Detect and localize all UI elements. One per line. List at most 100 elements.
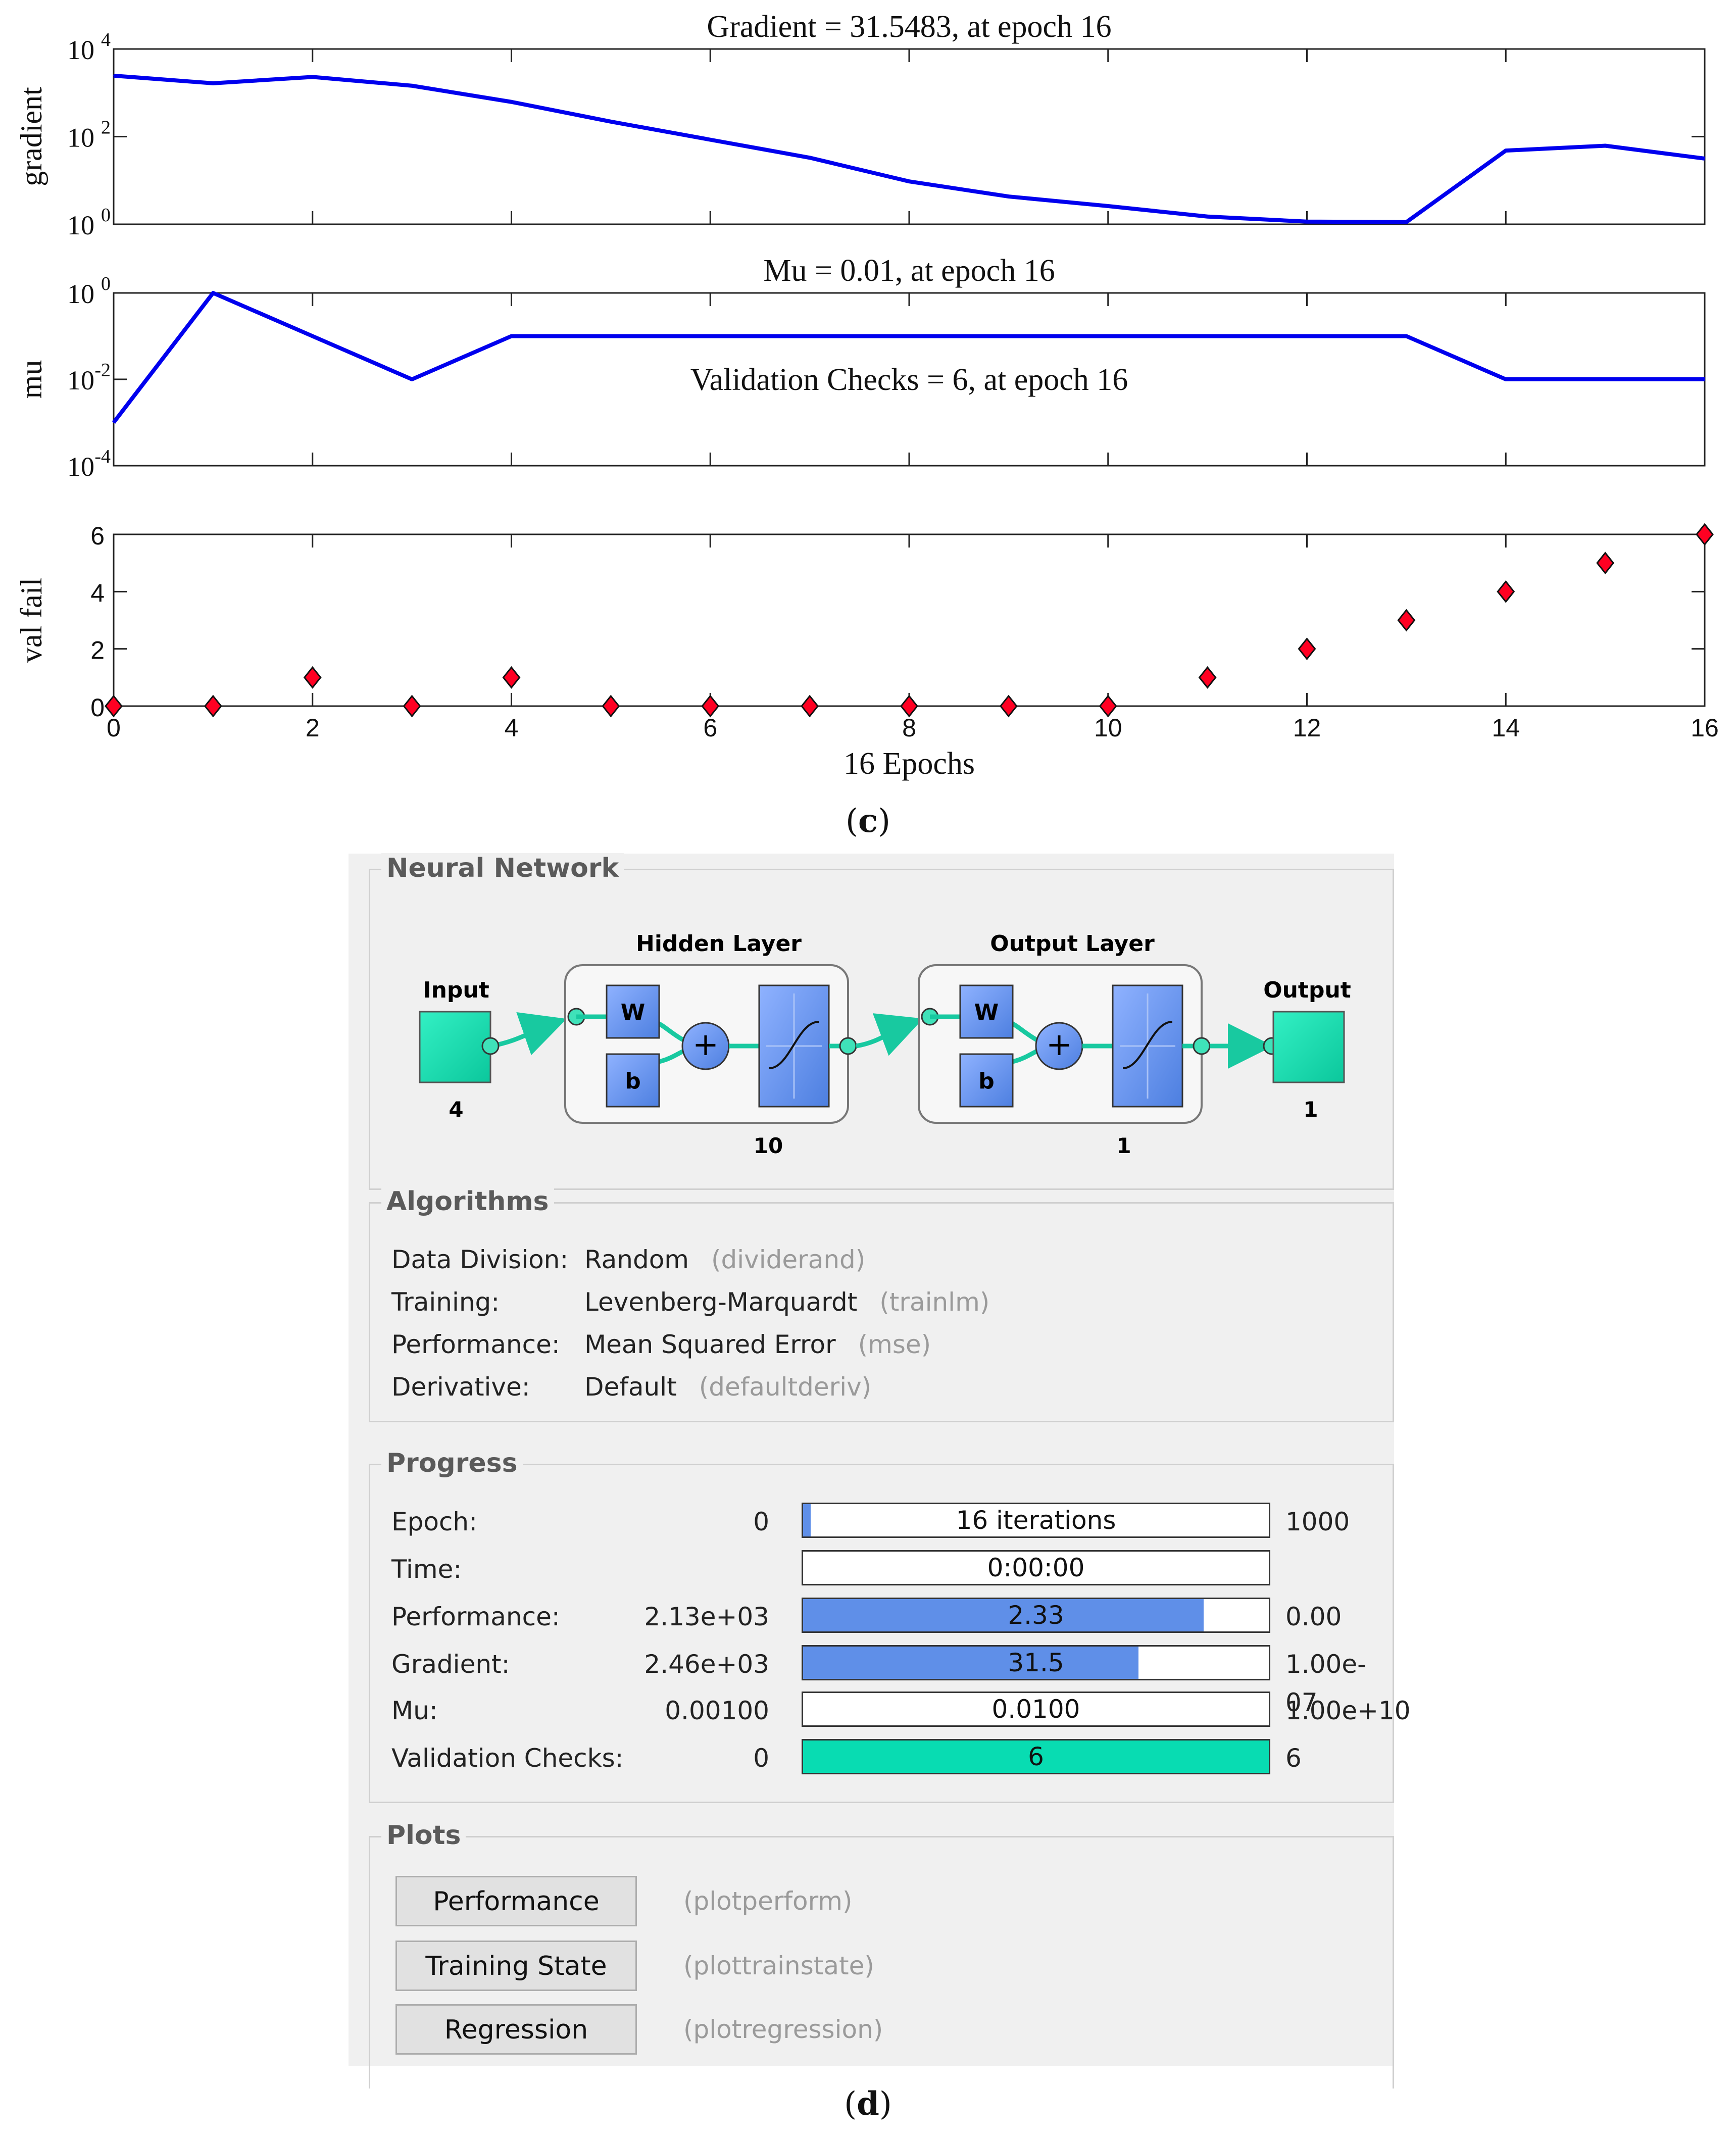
- progress-row: Mu: 0.00100 0.0100 1.00e+10: [391, 1692, 1411, 1730]
- output-layer-out-node: [1193, 1037, 1211, 1055]
- caption-c: (c): [846, 802, 890, 840]
- progress-bar-fill: [803, 1504, 811, 1536]
- progress-label: Performance:: [391, 1602, 560, 1631]
- y-tick-exponent: -4: [94, 446, 111, 467]
- progress-row: Gradient: 2.46e+03 31.5 1.00e-07: [391, 1645, 1381, 1717]
- hidden-layer-size: 10: [754, 1133, 783, 1158]
- data-point: [809, 335, 811, 337]
- performance-plot-button[interactable]: Performance: [395, 1876, 637, 1926]
- output-label: Output: [1263, 977, 1351, 1003]
- data-point: [502, 666, 521, 689]
- data-point: [1406, 335, 1407, 337]
- progress-bar: 31.5: [802, 1645, 1270, 1680]
- hidden-bias-block: [606, 1053, 660, 1108]
- algo-value: Random: [584, 1245, 689, 1274]
- input-connector: [490, 1012, 567, 1056]
- data-point: [710, 335, 711, 337]
- hidden-weight-block: [606, 984, 660, 1039]
- data-point: [1596, 552, 1615, 575]
- training-state-plot-button[interactable]: Training State: [395, 1941, 637, 1991]
- training-state-plot-fn: (plottrainstate): [683, 1951, 874, 1980]
- y-tick-label: 10: [67, 35, 94, 65]
- progress-row: Performance: 2.13e+03 2.33 0.00: [391, 1598, 1381, 1636]
- training-state-plots: 10 4 10 2 10 0 Gradient = 31.5483, at epoch 16…: [15, 10, 1719, 781]
- y-tick-exponent: 2: [101, 117, 111, 138]
- progress-bar: 6: [802, 1739, 1270, 1774]
- progress-label: Gradient:: [391, 1650, 510, 1679]
- data-point: [204, 694, 222, 718]
- neural-network-title: Neural Network: [381, 853, 624, 883]
- data-point: [1397, 609, 1416, 632]
- output-size: 1: [1303, 1097, 1318, 1122]
- network-diagram: Input 4 Hidden Layer W b + 10: [419, 931, 1351, 1158]
- algorithms-group: Algorithms Data Division: Random (dividera…: [369, 1186, 1394, 1422]
- algo-fn: (mse): [858, 1330, 931, 1359]
- progress-label: Epoch:: [391, 1507, 477, 1536]
- x-tick-label: 12: [1293, 714, 1321, 742]
- progress-bar: 2.33: [802, 1598, 1270, 1633]
- x-tick-label: 14: [1492, 714, 1520, 742]
- plot-title: Gradient = 31.5483, at epoch 16: [707, 10, 1111, 44]
- algo-row-data-division: Data Division: Random (dividerand): [391, 1242, 865, 1277]
- x-tick-label: 10: [1094, 714, 1122, 742]
- output-weight-block: [959, 984, 1014, 1039]
- regression-plot-button[interactable]: Regression: [395, 2004, 637, 2055]
- data-point: [511, 101, 512, 103]
- algo-key: Derivative:: [391, 1372, 530, 1402]
- data-point: [411, 85, 413, 86]
- y-tick-label: 2: [90, 636, 105, 665]
- data-point: [1198, 666, 1217, 689]
- plot-annotation: Validation Checks = 6, at epoch 16: [690, 363, 1128, 397]
- hidden-weight-glyph: W: [621, 1000, 646, 1025]
- algo-value: Mean Squared Error: [584, 1330, 836, 1359]
- hidden-to-output-connector: [856, 1013, 923, 1056]
- data-point: [1704, 379, 1705, 380]
- progress-min: 2.13e+03: [644, 1602, 769, 1631]
- nntraintool-panel: Neural Network Input 4: [349, 853, 1411, 2089]
- y-axis-label: gradient: [15, 87, 48, 186]
- hidden-out-node: [839, 1037, 857, 1055]
- data-point: [1207, 216, 1208, 217]
- data-point: [1696, 523, 1714, 546]
- y-tick-label: 10: [67, 210, 94, 240]
- algorithms-title: Algorithms: [381, 1186, 554, 1217]
- algo-row-derivative: Derivative: Default (defaultderiv): [391, 1369, 871, 1405]
- data-point: [610, 121, 612, 122]
- data-point: [1008, 335, 1009, 337]
- data-point: [610, 335, 612, 337]
- input-size: 4: [449, 1097, 463, 1122]
- data-point: [1107, 206, 1109, 207]
- plot-title: Mu = 0.01, at epoch 16: [763, 254, 1055, 288]
- y-tick-exponent: 4: [101, 29, 111, 51]
- algo-key: Performance:: [391, 1330, 560, 1359]
- caption-d: (d): [844, 2085, 892, 2123]
- progress-row: Time: 0:00:00: [391, 1550, 1381, 1588]
- y-axis-label: val fail: [15, 578, 48, 663]
- output-block: [1272, 1011, 1345, 1083]
- output-bias-glyph: b: [978, 1068, 995, 1094]
- algo-value: Levenberg-Marquardt: [584, 1287, 858, 1317]
- progress-bar-fill: [803, 1647, 1138, 1679]
- plot-frame: [113, 48, 1706, 225]
- input-node: [481, 1037, 500, 1055]
- data-point: [900, 694, 918, 718]
- progress-title: Progress: [381, 1448, 523, 1478]
- progress-bar-fill: [803, 1741, 1269, 1773]
- progress-min: 0: [753, 1744, 769, 1773]
- data-point: [1505, 379, 1507, 380]
- progress-min: 2.46e+03: [644, 1650, 769, 1679]
- data-point: [1306, 221, 1308, 222]
- y-tick-exponent: 0: [101, 273, 111, 294]
- progress-value: 31.5: [1008, 1648, 1064, 1677]
- data-point: [303, 666, 322, 689]
- data-point: [312, 335, 313, 337]
- performance-plot-fn: (plotperform): [683, 1886, 853, 1916]
- data-point: [212, 292, 214, 293]
- algo-key: Data Division:: [391, 1245, 569, 1274]
- algo-fn: (dividerand): [711, 1245, 866, 1274]
- progress-min: 0: [753, 1507, 769, 1536]
- algo-fn: (defaultderiv): [699, 1372, 872, 1402]
- hidden-sum-glyph: +: [692, 1026, 719, 1063]
- y-tick-label: 10: [67, 123, 94, 153]
- progress-bar: 16 iterations: [802, 1503, 1270, 1538]
